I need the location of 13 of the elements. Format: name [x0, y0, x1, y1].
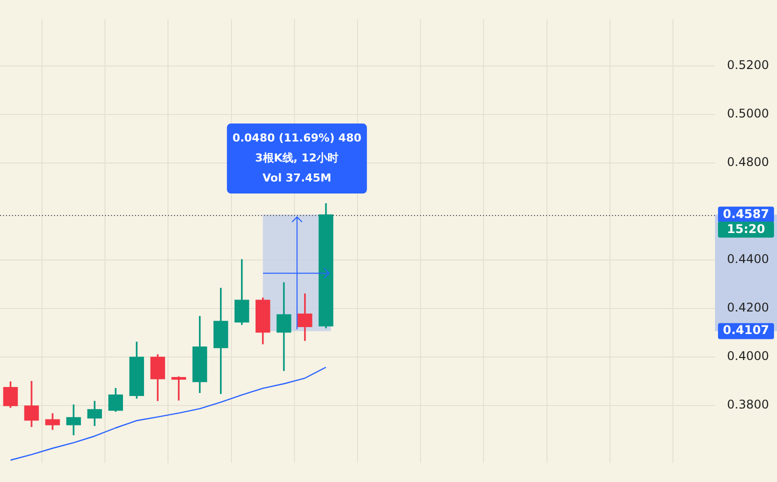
y-tick-label: 0.3800 — [727, 398, 769, 412]
y-tick-label: 0.5000 — [727, 106, 769, 121]
annotation: 3根K线, 12小时 — [255, 151, 339, 164]
y-tick-label: 0.4200 — [727, 300, 769, 315]
annotation: 0.0480 (11.69%) 480 — [232, 131, 362, 144]
text: 15:20 — [726, 222, 766, 236]
y-tick-label: 0.4800 — [727, 155, 769, 170]
y-tick-label: 0.5200 — [727, 58, 769, 72]
y-tick-label: 0.4400 — [727, 252, 769, 266]
annotation: Vol 37.45M — [262, 171, 332, 184]
ref-line-label: 0.4587 — [722, 206, 770, 221]
text: 0.4107 — [722, 323, 770, 338]
y-tick-label: 0.4000 — [727, 349, 769, 364]
